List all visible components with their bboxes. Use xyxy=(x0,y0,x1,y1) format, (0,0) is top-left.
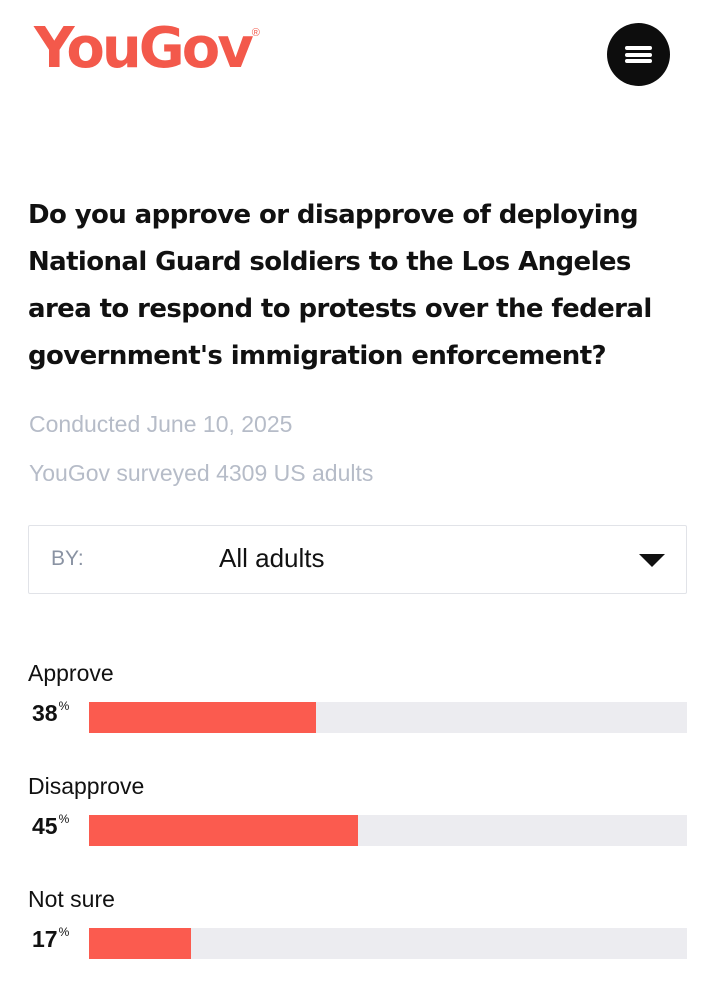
caret-down-icon xyxy=(639,554,665,567)
header: YouGov ® xyxy=(0,0,715,110)
value-not-sure: 17 xyxy=(32,926,58,952)
demographic-filter-select[interactable]: BY: All adults xyxy=(28,525,687,594)
menu-button[interactable] xyxy=(607,23,670,86)
percent-sign: % xyxy=(58,699,70,713)
survey-question: Do you approve or disapprove of deployin… xyxy=(28,200,652,371)
value-disapprove: 45 xyxy=(32,813,58,839)
filter-selected-value: All adults xyxy=(219,543,325,573)
bar-track-approve xyxy=(89,702,687,733)
bar-approve xyxy=(89,702,316,733)
percent-sign: % xyxy=(58,925,70,939)
bar-track-not-sure xyxy=(89,928,687,959)
logo-wordmark: YouGov xyxy=(34,16,254,81)
bar-disapprove xyxy=(89,815,358,846)
survey-sample-size: YouGov surveyed 4309 US adults xyxy=(29,460,374,486)
hamburger-menu-icon xyxy=(625,44,652,66)
result-disapprove: Disapprove 45% xyxy=(28,773,688,853)
bar-track-disapprove xyxy=(89,815,687,846)
filter-label: BY: xyxy=(51,547,84,570)
result-not-sure: Not sure 17% xyxy=(28,886,688,966)
percent-sign: % xyxy=(58,812,70,826)
result-value-disapprove: 45% xyxy=(32,812,70,840)
survey-date: Conducted June 10, 2025 xyxy=(29,411,293,437)
registered-trademark: ® xyxy=(251,27,260,39)
yougov-logo[interactable]: YouGov ® xyxy=(34,16,260,86)
result-label-not-sure: Not sure xyxy=(28,886,115,912)
result-value-approve: 38% xyxy=(32,699,70,727)
result-value-not-sure: 17% xyxy=(32,925,70,953)
value-approve: 38 xyxy=(32,700,58,726)
result-approve: Approve 38% xyxy=(28,660,688,740)
result-label-approve: Approve xyxy=(28,660,114,686)
result-label-disapprove: Disapprove xyxy=(28,773,145,799)
bar-not-sure xyxy=(89,928,191,959)
